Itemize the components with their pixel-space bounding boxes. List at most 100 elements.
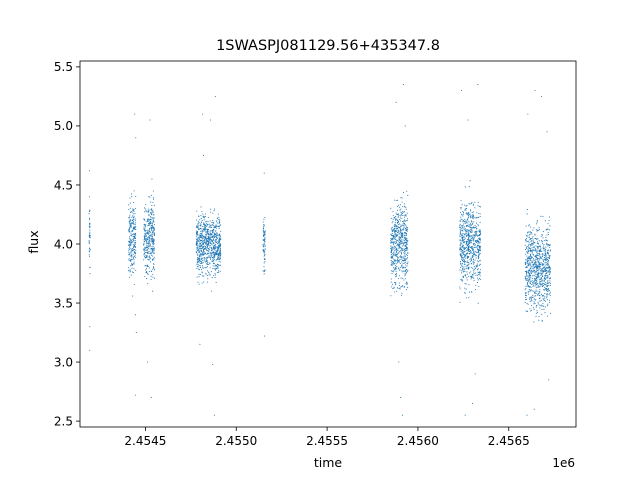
data-point-segment-3 [218,252,220,254]
data-point-segment-7 [534,291,536,293]
data-point-segment-5 [393,281,396,284]
data-point-segment-5 [397,204,400,206]
data-point-segment-7 [539,250,541,252]
data-point-segment-1 [132,272,135,274]
data-point-segment-5 [405,247,408,249]
data-point-segment-3 [206,245,209,247]
data-point-segment-7 [525,293,527,295]
data-point-segment-4 [263,235,266,237]
data-point-segment-3 [206,274,208,277]
data-point-segment-3 [199,219,201,221]
data-point-segment-6 [460,218,462,220]
data-point-segment-2 [150,227,152,229]
data-point-segment-3 [204,266,206,268]
data-point-segment-5 [406,265,408,267]
data-point-segment-1 [131,267,133,269]
data-point-segment-7 [527,280,529,282]
data-point-segment-6 [467,256,469,258]
data-point-segment-5 [396,226,398,228]
data-point-segment-5 [403,257,405,259]
data-point-segment-3 [218,227,220,230]
data-point-segment-5 [400,251,402,253]
data-point-segment-6 [464,254,466,256]
data-point-segment-7 [538,315,540,318]
data-point-segment-7 [527,271,530,273]
data-point-segment-6 [463,266,465,268]
data-point-segment-6 [477,252,480,254]
data-point-segment-4 [264,252,266,254]
data-point-segment-3 [215,233,217,235]
data-point-segment-6 [464,233,466,235]
data-point-segment-6 [459,232,461,234]
data-point-segment-3 [205,272,207,274]
data-point [534,89,536,92]
data-point-segment-3 [198,283,200,285]
data-point-segment-5 [397,214,399,216]
data-point-segment-6 [462,244,464,246]
data-point-segment-1 [128,267,130,269]
data-point-segment-7 [542,282,544,285]
data-point-segment-5 [395,236,397,238]
data-point-segment-6 [468,263,470,265]
data-point-segment-7 [539,265,541,267]
data-point-segment-5 [405,238,407,240]
data-point-segment-3 [217,253,219,255]
data-point-segment-6 [477,257,479,259]
data-point-segment-2 [144,249,146,251]
data-point-segment-2 [151,229,153,231]
data-point-segment-5 [393,267,395,269]
data-point-segment-7 [529,248,531,250]
data-point-segment-3 [212,268,214,270]
data-point-segment-7 [539,253,541,255]
data-point-segment-3 [215,241,217,243]
data-point-segment-1 [130,225,132,227]
data-point-segment-3 [217,266,219,268]
data-point-segment-6 [477,205,479,207]
data-point-segment-2 [144,256,146,258]
data-point-segment-6 [466,257,469,259]
data-point-segment-3 [205,259,208,261]
data-point-segment-7 [549,271,551,274]
data-point-segment-6 [459,223,461,225]
data-point-segment-6 [459,220,461,222]
data-point-segment-6 [478,229,480,231]
data-point-segment-3 [211,232,213,234]
data-point-segment-3 [195,251,198,253]
data-point-segment-6 [468,229,470,231]
data-point-segment-4 [262,221,264,223]
data-point-segment-3 [206,225,208,227]
data-point-segment-3 [218,254,220,256]
data-point-segment-7 [529,308,531,310]
data-point-segment-5 [394,241,396,243]
data-point-segment-5 [396,265,398,268]
data-point-segment-2 [145,236,147,238]
data-point-segment-2 [147,265,149,268]
data-point [135,394,137,396]
data-point-segment-6 [462,213,465,215]
data-point-segment-6 [472,252,474,254]
data-point-segment-6 [466,279,468,281]
data-point [133,190,135,192]
data-point-segment-3 [217,226,219,228]
data-point-segment-7 [526,236,528,238]
data-point-segment-6 [475,284,477,286]
data-point-segment-7 [530,255,532,258]
data-point-segment-5 [407,227,409,229]
data-point-segment-5 [404,225,406,227]
data-point-segment-5 [401,245,403,247]
data-point-segment-2 [145,254,147,256]
data-point-segment-7 [546,277,548,279]
data-point-segment-3 [210,240,212,242]
data-point-segment-6 [465,208,467,210]
data-point-segment-1 [133,259,135,261]
data-point-segment-6 [463,223,465,225]
data-point-segment-3 [205,228,207,230]
data-point-segment-5 [402,247,404,250]
data-point-segment-1 [131,222,133,224]
data-point-segment-6 [473,221,475,223]
data-point-segment-6 [476,263,478,265]
data-point-segment-7 [542,240,544,242]
data-point [212,363,214,365]
data-point-segment-3 [207,231,209,233]
data-point-segment-6 [469,239,472,242]
